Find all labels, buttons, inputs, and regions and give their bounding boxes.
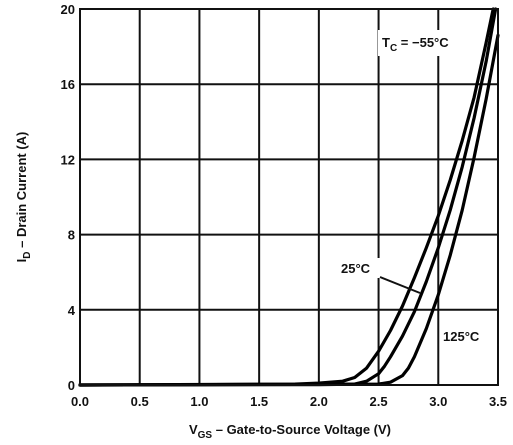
y-tick-label: 16 <box>61 77 75 92</box>
x-tick-label: 2.5 <box>370 394 388 409</box>
series-line-0 <box>78 7 495 387</box>
tc-label-bg <box>378 30 470 56</box>
x-axis-label: VGS – Gate-to-Source Voltage (V) <box>189 422 391 441</box>
annotation-25c: 25°C <box>341 261 371 276</box>
annotation-125c: 125°C <box>443 329 480 344</box>
series-layer <box>78 7 500 387</box>
y-tick-label: 0 <box>68 378 75 393</box>
label-25c-bg <box>338 258 384 278</box>
y-tick-label: 4 <box>68 303 76 318</box>
series-line-1 <box>78 7 498 387</box>
y-tick-label: 8 <box>68 228 75 243</box>
y-tick-label: 20 <box>61 2 75 17</box>
y-tick-labels: 0 4 8 12 16 20 <box>61 2 76 393</box>
x-tick-label: 0.0 <box>71 394 89 409</box>
annotation-tc-minus55: TC = −55°C <box>382 35 449 54</box>
y-tick-label: 12 <box>61 152 75 167</box>
series-line-2 <box>78 33 500 387</box>
plot-frame <box>79 8 499 386</box>
x-tick-label: 3.5 <box>489 394 507 409</box>
x-tick-label: 1.0 <box>190 394 208 409</box>
label-125c-bg <box>440 326 496 346</box>
x-tick-label: 0.5 <box>131 394 149 409</box>
x-tick-label: 2.0 <box>310 394 328 409</box>
x-tick-label: 3.0 <box>429 394 447 409</box>
grid <box>79 8 499 386</box>
annotation-25c-leader <box>379 276 421 294</box>
x-tick-labels: 0.0 0.5 1.0 1.5 2.0 2.5 3.0 3.5 <box>71 394 507 409</box>
x-tick-label: 1.5 <box>250 394 268 409</box>
y-axis-label: ID – Drain Current (A) <box>14 132 33 263</box>
